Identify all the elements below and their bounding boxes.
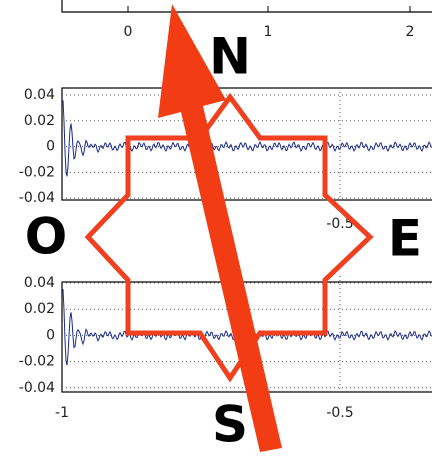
x-tick-label: 0 [124,24,133,40]
compass-east: E [388,210,422,268]
compass-south: S [212,396,248,454]
plot-frame [61,0,432,13]
x-tick-label: 1 [264,24,273,40]
y-tick-label: -0.04 [19,190,55,206]
y-tick-label: -0.04 [19,380,55,396]
y-tick-label: -0.02 [19,164,55,180]
y-tick-label: 0.04 [24,275,55,291]
y-tick-label: -0.02 [19,354,55,370]
y-tick-label: 0.02 [24,113,55,129]
signal-trace [62,100,432,177]
compass-north: N [209,28,251,86]
compass-arrow [158,4,282,452]
y-tick-label: 0.04 [24,87,55,103]
x-tick-label: 2 [406,24,415,40]
y-tick-label: 0 [46,139,55,155]
x-tick-label: -0.5 [326,405,353,421]
y-tick-label: 0.02 [24,301,55,317]
plot-frame [61,87,432,201]
tick-marks [127,6,411,12]
x-tick-label: -0.5 [326,216,353,232]
middle-plot: -0.5 0.04 0.02 0 -0.02 -0.04 [19,87,432,232]
compass-west: O [25,208,68,266]
x-tick-label: -1 [55,405,69,421]
top-plot: 0 1 2 [61,0,432,40]
compass-star [84,92,374,383]
y-tick-label: 0 [46,327,55,343]
